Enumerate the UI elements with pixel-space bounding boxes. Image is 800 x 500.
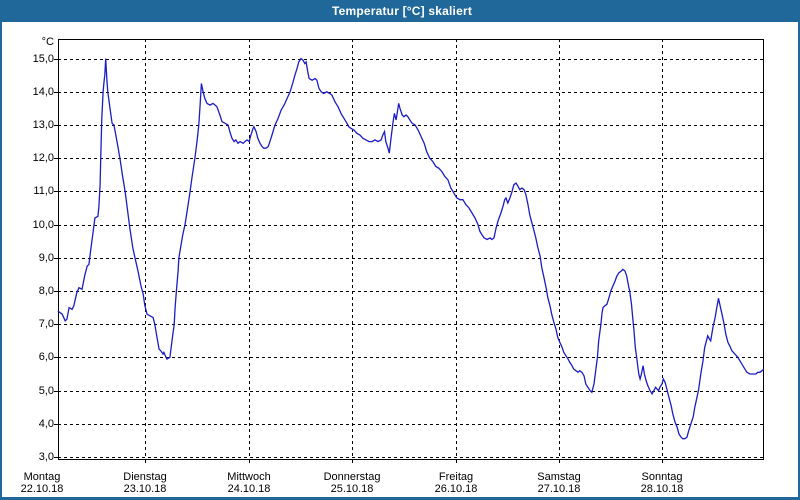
- x-day-label: Donnerstag: [323, 471, 381, 483]
- y-tick-label: 8,0: [38, 285, 54, 297]
- y-tick-label: 11,0: [33, 185, 54, 197]
- x-day-label: Sonntag: [641, 471, 683, 483]
- x-date-label: 22.10.18: [20, 483, 64, 495]
- y-tick-label: 14,0: [32, 86, 54, 98]
- x-day-label: Mittwoch: [227, 471, 271, 483]
- x-date-label: 26.10.18: [434, 483, 478, 495]
- y-tick-label: 3,0: [38, 451, 54, 463]
- plot-frame: [58, 39, 764, 460]
- y-axis-unit-label: °C: [41, 36, 54, 48]
- y-tick-label: 10,0: [32, 219, 54, 231]
- x-date-label: 28.10.18: [640, 483, 684, 495]
- x-date-label: 24.10.18: [227, 483, 271, 495]
- y-tick-label: 7,0: [38, 318, 54, 330]
- y-tick-label: 4,0: [38, 418, 54, 430]
- y-tick-label: 13,0: [32, 119, 54, 131]
- temperature-line: [57, 57, 765, 440]
- x-date-label: 23.10.18: [123, 483, 167, 495]
- y-tick-label: 12,0: [32, 152, 54, 164]
- page-title: Temperatur [°C] skaliert: [331, 4, 473, 18]
- window-titlebar: Temperatur [°C] skaliert: [2, 0, 800, 22]
- x-day-label: Dienstag: [123, 471, 167, 483]
- y-tick-label: 6,0: [38, 351, 54, 363]
- x-date-label: 27.10.18: [537, 483, 581, 495]
- y-tick-label: 5,0: [38, 385, 54, 397]
- x-day-label: Montag: [23, 471, 61, 483]
- x-date-label: 25.10.18: [330, 483, 374, 495]
- y-tick-label: 9,0: [38, 252, 54, 264]
- x-day-label: Samstag: [537, 471, 581, 483]
- x-day-label: Freitag: [438, 471, 474, 483]
- y-tick-label: 15,0: [32, 53, 54, 65]
